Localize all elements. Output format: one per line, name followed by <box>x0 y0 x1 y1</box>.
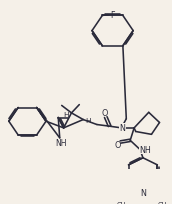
Text: O: O <box>114 140 121 149</box>
Text: N: N <box>140 188 146 197</box>
Text: H: H <box>63 111 68 117</box>
Text: F: F <box>110 11 114 20</box>
Text: N: N <box>119 124 125 133</box>
Text: NH: NH <box>55 139 66 148</box>
Text: O: O <box>102 109 108 118</box>
Text: CH₃: CH₃ <box>158 201 170 204</box>
Text: H: H <box>85 118 91 124</box>
Text: NH: NH <box>139 145 151 154</box>
Text: CH₃: CH₃ <box>116 201 128 204</box>
